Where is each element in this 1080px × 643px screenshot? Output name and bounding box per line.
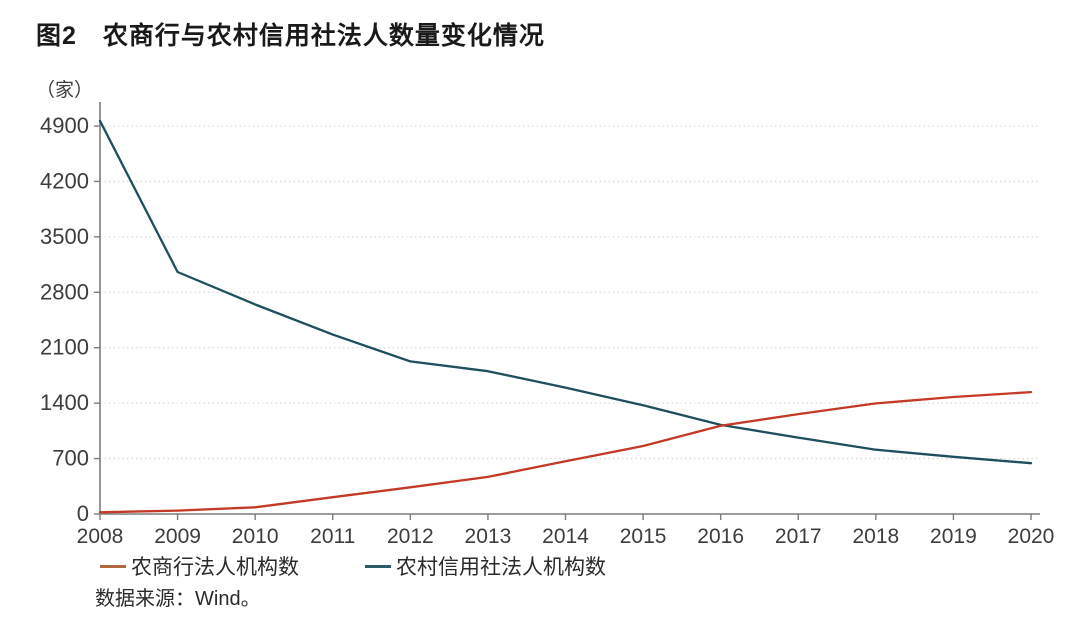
x-tick-label: 2017 xyxy=(775,525,822,548)
x-tick-label: 2010 xyxy=(232,525,279,548)
y-tick-label: 4900 xyxy=(40,113,89,138)
y-tick-label: 3500 xyxy=(40,224,89,249)
x-tick-label: 2016 xyxy=(697,525,744,548)
chart-svg: 0 700 1400 2100 2800 3500 4200 4900 2008 2009 2010… xyxy=(36,79,1055,548)
x-tick-label: 2018 xyxy=(852,525,899,548)
x-tick-label: 2008 xyxy=(77,525,124,548)
x-tick-label: 2019 xyxy=(930,525,977,548)
figure-title: 图2 农商行与农村信用社法人数量变化情况 xyxy=(36,22,545,50)
x-tick-label: 2013 xyxy=(465,525,512,548)
x-tick-label: 2020 xyxy=(1008,525,1055,548)
y-tick-label: 2100 xyxy=(40,335,89,360)
legend-label: 农商行法人机构数 xyxy=(131,556,299,579)
legend-item-rural-commercial-banks: 农商行法人机构数 xyxy=(100,551,299,581)
y-tick-label: 700 xyxy=(52,446,89,471)
y-tick-label: 0 xyxy=(77,501,89,526)
y-unit-label: （家） xyxy=(36,79,93,101)
x-tick-label: 2009 xyxy=(154,525,201,548)
chart-legend: 农商行法人机构数 农村信用社法人机构数 xyxy=(100,551,606,581)
source-note: 数据来源：Wind。 xyxy=(95,588,261,610)
legend-label: 农村信用社法人机构数 xyxy=(396,556,606,579)
y-tick-label: 2800 xyxy=(40,279,89,304)
x-tick-label: 2014 xyxy=(542,525,589,548)
series-line xyxy=(98,119,1033,465)
y-tick-label: 4200 xyxy=(40,168,89,193)
legend-item-rural-credit-cooperatives: 农村信用社法人机构数 xyxy=(365,551,606,581)
x-tick-label: 2015 xyxy=(620,525,667,548)
legend-line-swatch-blue xyxy=(365,564,391,568)
x-tick-label: 2011 xyxy=(310,525,355,548)
y-tick-label: 1400 xyxy=(40,390,89,415)
x-tick-label: 2012 xyxy=(387,525,434,548)
series-line xyxy=(98,390,1033,514)
legend-line-swatch-red xyxy=(100,564,126,568)
